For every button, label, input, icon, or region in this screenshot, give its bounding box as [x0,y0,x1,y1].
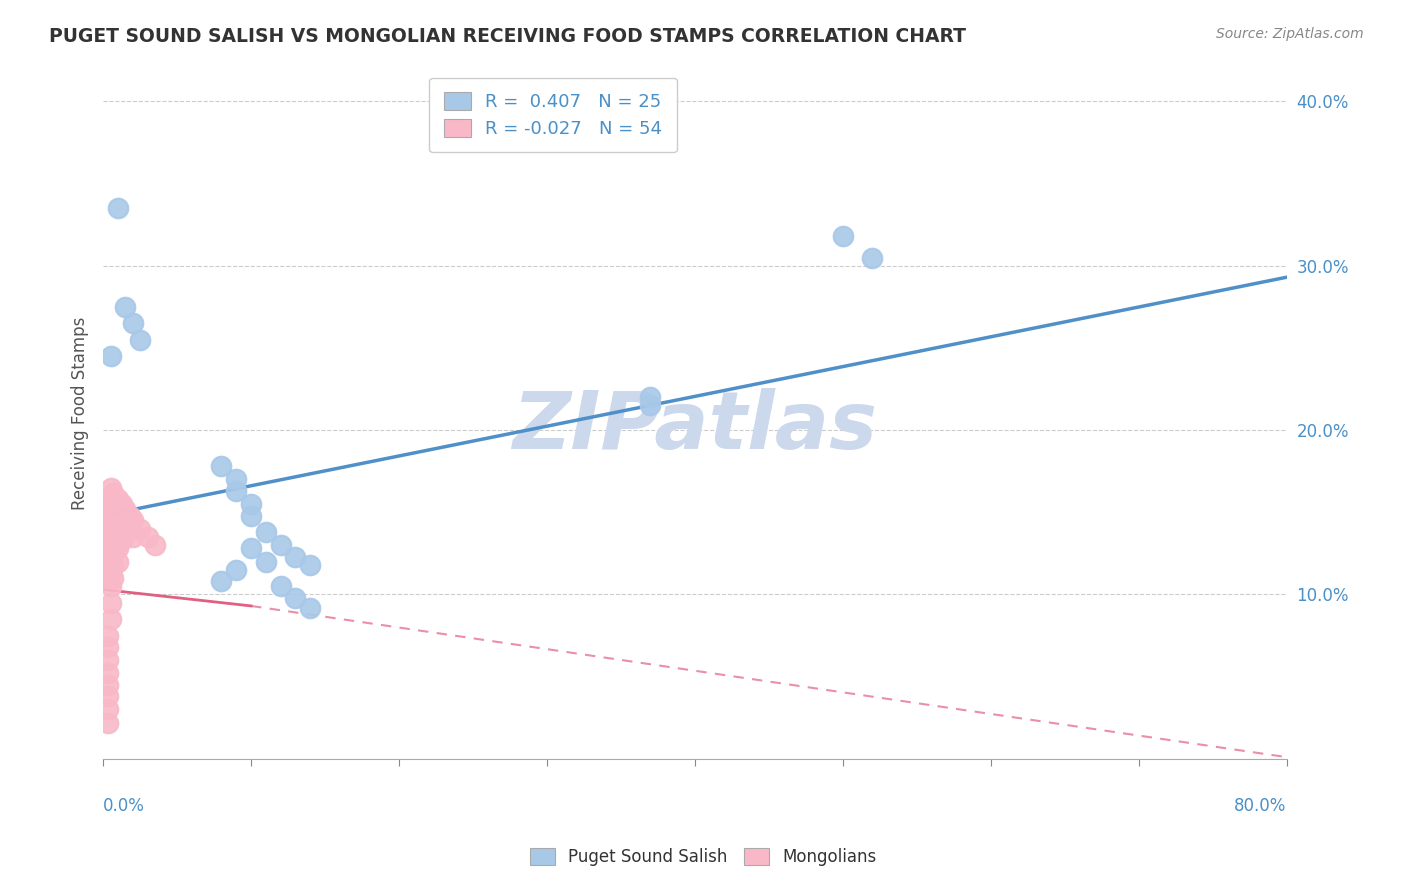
Point [97,546,120,560]
Point [97,508,120,523]
Point [100,579,122,593]
Point [97,653,120,667]
Point [100,555,122,569]
Text: PUGET SOUND SALISH VS MONGOLIAN RECEIVING FOOD STAMPS CORRELATION CHART: PUGET SOUND SALISH VS MONGOLIAN RECEIVIN… [49,27,966,45]
Point [121,513,143,527]
Point [111,533,134,548]
Point [225,472,247,486]
Point [100,481,122,495]
Point [284,549,307,564]
Point [129,522,152,536]
Point [103,497,125,511]
Point [299,600,322,615]
Point [640,390,662,404]
Point [114,513,136,527]
Y-axis label: Receiving Food Stamps: Receiving Food Stamps [72,317,89,510]
Legend: R =  0.407   N = 25, R = -0.027   N = 54: R = 0.407 N = 25, R = -0.027 N = 54 [429,78,676,153]
Text: ZIPatlas: ZIPatlas [512,388,877,467]
Point [270,579,292,593]
Point [240,541,263,556]
Point [107,201,129,215]
Point [111,508,134,523]
Point [97,690,120,704]
Point [211,574,233,589]
Point [103,546,125,560]
Point [211,459,233,474]
Point [107,505,129,519]
Point [114,300,136,314]
Point [103,533,125,548]
Point [97,628,120,642]
Point [103,522,125,536]
Point [111,522,134,536]
Point [107,516,129,531]
Point [860,251,883,265]
Point [640,399,662,413]
Point [107,541,129,556]
Point [118,508,141,523]
Point [100,516,122,531]
Point [97,678,120,692]
Point [103,508,125,523]
Point [299,558,322,572]
Point [114,524,136,539]
Point [118,522,141,536]
Point [107,492,129,507]
Point [97,522,120,536]
Point [97,533,120,548]
Point [111,497,134,511]
Point [270,538,292,552]
Text: Source: ZipAtlas.com: Source: ZipAtlas.com [1216,27,1364,41]
Point [225,563,247,577]
Point [136,530,159,544]
Legend: Puget Sound Salish, Mongolians: Puget Sound Salish, Mongolians [522,840,884,875]
Point [97,715,120,730]
Point [831,229,853,244]
Point [225,483,247,498]
Point [103,571,125,585]
Point [107,555,129,569]
Text: 0.0%: 0.0% [103,797,145,814]
Point [100,349,122,363]
Point [107,530,129,544]
Point [254,524,277,539]
Point [103,558,125,572]
Point [143,538,166,552]
Point [121,316,143,330]
Point [100,541,122,556]
Point [121,530,143,544]
Text: 80.0%: 80.0% [1234,797,1286,814]
Point [103,485,125,500]
Point [129,333,152,347]
Point [97,558,120,572]
Point [100,612,122,626]
Point [97,666,120,681]
Point [100,566,122,580]
Point [97,702,120,716]
Point [97,640,120,654]
Point [100,530,122,544]
Point [97,571,120,585]
Point [254,555,277,569]
Point [240,508,263,523]
Point [97,497,120,511]
Point [100,596,122,610]
Point [114,502,136,516]
Point [284,591,307,605]
Point [240,497,263,511]
Point [100,492,122,507]
Point [100,505,122,519]
